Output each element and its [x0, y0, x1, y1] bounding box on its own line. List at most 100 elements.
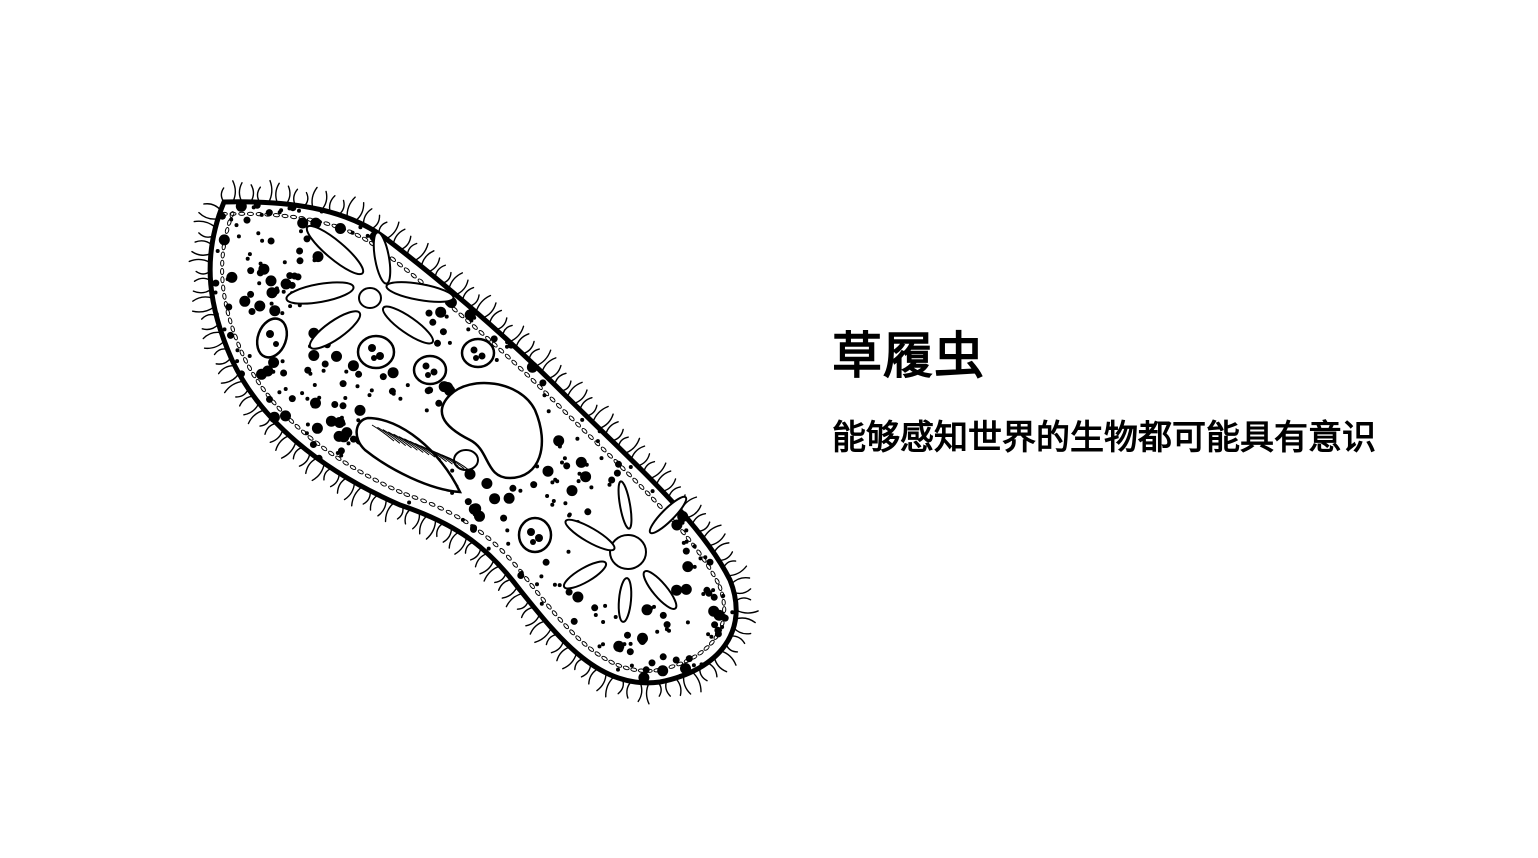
- contractile-vacuole-upper: [285, 224, 455, 350]
- pellicle-dot: [555, 402, 562, 409]
- cilium: [691, 513, 707, 526]
- cilium: [223, 380, 245, 394]
- pellicle-dot: [626, 471, 632, 478]
- groove-line: [431, 449, 459, 467]
- pellicle-dot: [437, 505, 444, 511]
- granule: [405, 383, 410, 388]
- pellicle-dot: [428, 501, 436, 507]
- granule: [398, 396, 403, 401]
- pellicle-dot: [581, 641, 588, 647]
- pellicle-dot: [722, 606, 727, 614]
- contractile-vacuole-lower: [562, 480, 688, 623]
- granule: [218, 212, 226, 220]
- cilium: [508, 325, 525, 343]
- granule: [308, 350, 320, 361]
- cilium: [479, 558, 495, 575]
- granule: [235, 200, 247, 212]
- pellicle-dot: [721, 598, 726, 606]
- granule: [503, 492, 515, 504]
- granule: [222, 327, 227, 332]
- granule: [268, 357, 280, 368]
- granule: [615, 460, 622, 468]
- granule: [331, 401, 339, 408]
- groove-line: [441, 454, 471, 472]
- cilium: [198, 211, 219, 220]
- pellicle-dot: [601, 655, 608, 661]
- pellicle-dot: [445, 509, 453, 515]
- pellicle-dot: [492, 541, 499, 548]
- pellicle-dot: [530, 378, 537, 384]
- pellicle-dot: [389, 256, 396, 262]
- cilium: [217, 364, 236, 375]
- cilium: [645, 682, 650, 705]
- pellicle-dot: [380, 481, 387, 487]
- groove-line: [404, 438, 430, 456]
- cilium: [727, 565, 748, 577]
- cilium: [713, 542, 730, 554]
- cilium: [232, 180, 237, 203]
- cilium: [285, 185, 291, 205]
- granule: [464, 498, 472, 506]
- granule: [575, 456, 587, 468]
- pellicle-dot: [498, 347, 505, 354]
- granule: [584, 508, 592, 516]
- pellicle-dot: [417, 278, 424, 285]
- granule: [288, 395, 296, 403]
- granule: [235, 359, 240, 364]
- granule: [311, 422, 323, 434]
- granule: [542, 393, 547, 398]
- granule: [562, 456, 567, 461]
- granule: [692, 544, 697, 549]
- micronucleus: [453, 449, 479, 471]
- pellicle-dot: [511, 359, 518, 366]
- granule: [699, 662, 704, 667]
- granule: [214, 312, 219, 317]
- granule: [266, 287, 278, 299]
- granule: [296, 257, 304, 265]
- pellicle-dot: [222, 292, 227, 300]
- granule: [280, 369, 288, 377]
- food-vacuole-contents: [266, 330, 543, 545]
- granule: [545, 494, 550, 498]
- cilium: [362, 208, 373, 226]
- granule: [659, 611, 667, 619]
- granule: [344, 369, 349, 374]
- pellicle-dot: [221, 284, 226, 292]
- cilium: [320, 190, 328, 211]
- pellicle-dot: [477, 529, 485, 535]
- cilium: [354, 202, 365, 222]
- granule: [424, 408, 429, 413]
- pellicle-dot: [491, 341, 498, 348]
- granule: [682, 547, 690, 555]
- granule: [476, 516, 481, 521]
- granule: [506, 541, 511, 546]
- pellicle-dot: [478, 330, 485, 336]
- groove-line: [377, 426, 401, 444]
- granule: [350, 230, 355, 235]
- pellicle-dot: [499, 548, 506, 554]
- granule: [321, 360, 329, 368]
- granule: [489, 493, 501, 505]
- granule: [535, 582, 539, 587]
- pellicle-dot: [321, 445, 328, 452]
- pellicle-dot: [238, 211, 246, 216]
- granule: [262, 365, 274, 377]
- granule: [447, 340, 452, 345]
- granules: [212, 200, 735, 684]
- pellicle-dot: [524, 371, 531, 378]
- cilium: [713, 656, 728, 673]
- granule: [624, 631, 631, 639]
- granule: [288, 304, 293, 309]
- granule: [309, 441, 317, 448]
- granule: [682, 561, 694, 573]
- granule: [355, 384, 360, 389]
- granule: [253, 201, 261, 209]
- cilium: [203, 203, 222, 212]
- granule: [312, 251, 324, 263]
- granule: [613, 640, 625, 652]
- granule: [424, 387, 432, 395]
- cilium: [250, 184, 255, 203]
- granule: [481, 478, 493, 489]
- granule: [542, 558, 550, 566]
- granule: [685, 655, 693, 663]
